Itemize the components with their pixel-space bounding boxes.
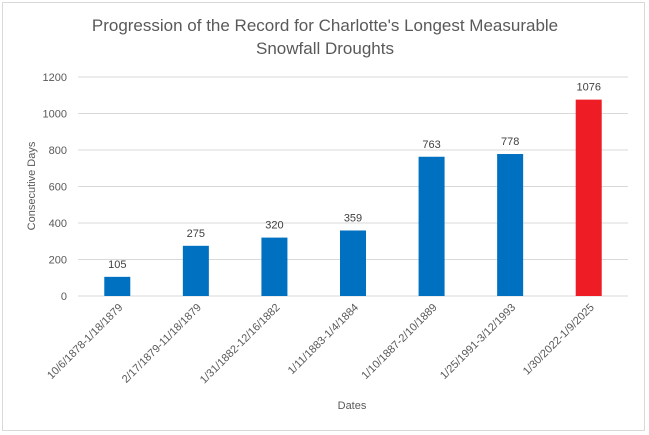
chart-frame (2, 2, 645, 431)
y-tick-label: 1000 (43, 109, 67, 121)
y-tick-label: 200 (49, 255, 67, 267)
data-label: 275 (187, 228, 205, 240)
x-tick-label: 1/31/1882-12/16/1882 (198, 302, 283, 387)
y-tick-label: 400 (49, 218, 67, 230)
x-tick-label: 1/10/1887-2/10/1889 (359, 302, 439, 382)
x-tick-label: 10/6/1878-1/18/1879 (45, 302, 125, 382)
y-tick-label: 0 (61, 291, 67, 303)
bar (104, 276, 131, 296)
bars (104, 99, 602, 296)
y-tick-label: 600 (49, 182, 67, 194)
bar (497, 154, 524, 296)
y-tick-label: 1200 (43, 72, 67, 84)
data-label: 1076 (576, 82, 600, 94)
data-label: 105 (108, 259, 126, 271)
data-label: 778 (501, 136, 519, 148)
bar (340, 230, 366, 296)
x-tick-label: 1/30/2022-1/9/2025 (521, 302, 597, 378)
bar (182, 245, 209, 296)
y-tick-label: 800 (49, 145, 67, 157)
data-label: 359 (344, 212, 362, 224)
data-label: 320 (265, 220, 283, 232)
x-tick-label: 1/25/1991-3/12/1993 (438, 302, 518, 382)
gridlines (78, 76, 628, 297)
data-labels: 105 275 320 359 763 778 1076 (108, 82, 601, 271)
bar (418, 156, 445, 296)
chart-title-line-2: Snowfall Droughts (256, 39, 394, 58)
y-axis-title: Consecutive Days (26, 141, 38, 230)
y-axis-ticks: 0 200 400 600 800 1000 1200 (43, 72, 67, 303)
chart-title-line-1: Progression of the Record for Charlotte'… (92, 16, 558, 35)
bar (575, 99, 602, 296)
x-axis-title: Dates (338, 400, 367, 412)
x-tick-label: 2/17/1879-11/18/1879 (120, 302, 204, 386)
bar (261, 237, 288, 296)
x-tick-label: 1/11/1883-1/4/1884 (286, 302, 361, 377)
x-axis-ticks: 10/6/1878-1/18/18792/17/1879-11/18/18791… (45, 302, 597, 387)
data-label: 763 (422, 139, 440, 151)
